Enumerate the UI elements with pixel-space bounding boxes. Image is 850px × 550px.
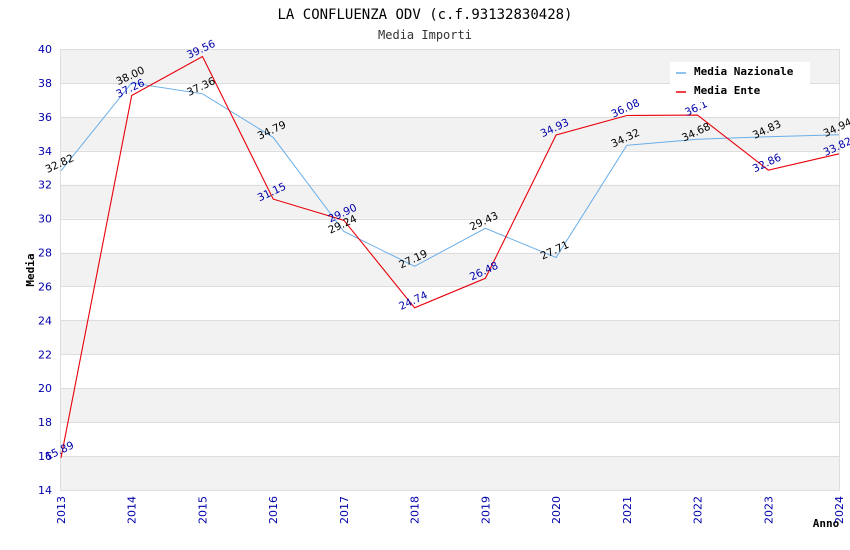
y-tick-label: 34 (38, 145, 52, 158)
band (61, 116, 839, 151)
y-tick-label: 24 (38, 314, 52, 327)
band (61, 184, 839, 219)
y-tick-label: 14 (38, 484, 52, 497)
series-line-nazionale (60, 82, 840, 267)
gridlines (61, 49, 839, 491)
x-axis-label: Anno (813, 517, 840, 530)
y-tick-label: 16 (38, 450, 52, 463)
x-tick-label: 2018 (409, 496, 422, 524)
x-tick-label: 2023 (762, 496, 775, 524)
y-tick-label: 38 (38, 77, 52, 90)
band (61, 456, 839, 490)
series-lines (60, 55, 840, 459)
legend-box (670, 62, 810, 102)
y-tick-label: 20 (38, 382, 52, 395)
y-tick-labels: 14 16 18 20 22 24 26 28 30 32 34 36 38 40 (38, 43, 52, 497)
x-tick-label: 2014 (126, 496, 139, 524)
band (61, 320, 839, 355)
x-tick-label: 2015 (196, 496, 209, 524)
band (61, 252, 839, 287)
y-tick-label: 30 (38, 213, 52, 226)
x-tick-label: 2024 (833, 496, 846, 524)
plot-frame (60, 49, 840, 491)
x-tick-label: 2021 (621, 496, 634, 524)
x-tick-label: 2020 (550, 496, 563, 524)
data-label-ente: 32.86 (751, 151, 784, 175)
y-tick-label: 18 (38, 416, 52, 429)
y-tick-label: 28 (38, 247, 52, 260)
series-line-ente (60, 55, 840, 459)
x-tick-label: 2017 (338, 496, 351, 524)
chart-title: LA CONFLUENZA ODV (c.f.93132830428) (277, 7, 572, 23)
x-tick-label: 2022 (692, 496, 705, 524)
legend: Media Nazionale Media Ente (670, 62, 810, 102)
x-tick-label: 2019 (479, 496, 492, 524)
band (61, 388, 839, 423)
legend-label-nazionale: Media Nazionale (694, 65, 794, 78)
chart-subtitle: Media Importi (378, 28, 472, 42)
x-tick-labels: 2013 2014 2015 2016 2017 2018 2019 2020 2021 2022… (55, 496, 846, 524)
y-axis-label: Media (24, 253, 37, 286)
y-tick-label: 36 (38, 111, 52, 124)
y-tick-label: 22 (38, 348, 52, 361)
y-tick-label: 26 (38, 280, 52, 293)
x-tick-label: 2016 (267, 496, 280, 524)
x-tick-label: 2013 (55, 496, 68, 524)
y-tick-label: 32 (38, 179, 52, 192)
plot-background-bands (61, 49, 839, 490)
y-tick-label: 40 (38, 43, 52, 56)
legend-label-ente: Media Ente (694, 84, 761, 97)
